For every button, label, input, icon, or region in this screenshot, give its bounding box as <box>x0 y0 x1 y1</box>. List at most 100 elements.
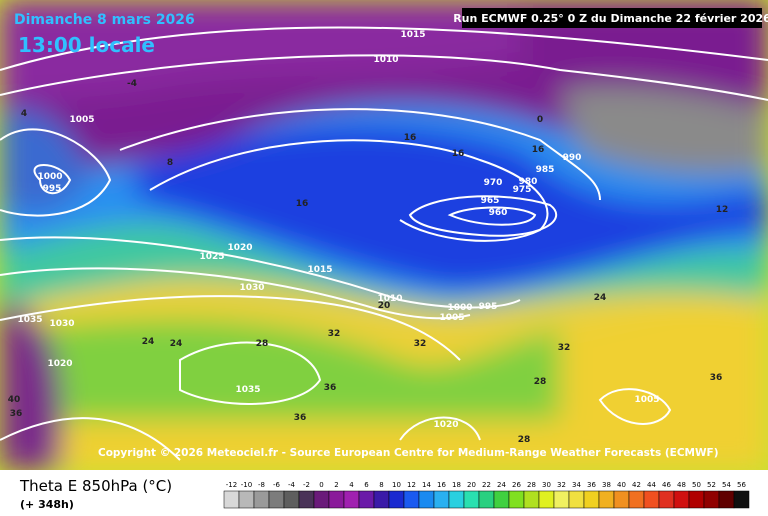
colorbar-swatch <box>253 490 270 509</box>
colorbar-swatch <box>733 490 750 509</box>
forecast-time: 13:00 locale <box>18 33 155 57</box>
colorbar-tick-label: 20 <box>467 481 476 489</box>
isobar-label: 1000 <box>37 172 62 182</box>
colorbar-swatch <box>628 490 645 509</box>
isobar-label: 980 <box>519 177 538 187</box>
colorbar-swatch <box>508 490 525 509</box>
isobar-label: 1025 <box>199 252 224 262</box>
isobar-label: 995 <box>43 184 62 194</box>
isobar-label: 1005 <box>69 115 94 125</box>
colorbar-swatch <box>598 490 615 509</box>
colorbar-tick-label: 26 <box>512 481 521 489</box>
temperature-label: 32 <box>558 343 571 353</box>
temperature-label: 32 <box>414 339 427 349</box>
lead-time: (+ 348h) <box>20 498 74 511</box>
map-background <box>0 0 768 470</box>
isobar-label: 1020 <box>47 359 72 369</box>
colorbar-tick-label: -12 <box>226 481 237 489</box>
colorbar-tick-label: 36 <box>587 481 596 489</box>
temperature-label: 4 <box>21 109 27 119</box>
isobar-label: 995 <box>479 302 498 312</box>
colorbar-swatch <box>673 490 690 509</box>
colorbar-tick-label: 2 <box>334 481 338 489</box>
colorbar-tick-label: 28 <box>527 481 536 489</box>
temperature-label: 16 <box>452 149 465 159</box>
isobar-label: 1020 <box>227 243 252 253</box>
temperature-label: 16 <box>404 133 417 143</box>
colorbar-tick-label: -2 <box>303 481 310 489</box>
colorbar-tick-label: 34 <box>572 481 581 489</box>
colorbar-tick-label: 54 <box>722 481 731 489</box>
isobar-label: 1000 <box>447 303 472 313</box>
isobar-label: 1015 <box>307 265 332 275</box>
temperature-label: 36 <box>324 383 337 393</box>
colorbar-tick-label: -8 <box>258 481 265 489</box>
colorbar-tick-label: 30 <box>542 481 551 489</box>
colorbar-tick-label: 22 <box>482 481 491 489</box>
colorbar-swatch <box>328 490 345 509</box>
colorbar-swatch <box>448 490 465 509</box>
temperature-label: 24 <box>170 339 183 349</box>
colorbar-swatch <box>373 490 390 509</box>
run-info: Run ECMWF 0.25° 0 Z du Dimanche 22 févri… <box>453 12 768 25</box>
colorbar-tick-label: 6 <box>364 481 369 489</box>
colorbar-swatch <box>283 490 300 509</box>
isobar-label: 975 <box>513 185 532 195</box>
colorbar-tick-label: 14 <box>422 481 431 489</box>
isobar-label: 1035 <box>17 315 42 325</box>
temperature-label: 24 <box>142 337 155 347</box>
colorbar-swatch <box>358 490 375 509</box>
colorbar-swatch <box>343 490 360 509</box>
colorbar-swatch <box>268 490 285 509</box>
isobar-label: 1005 <box>439 313 464 323</box>
temperature-label: 36 <box>10 409 23 419</box>
colorbar-tick-label: 52 <box>707 481 716 489</box>
isobar-label: 1010 <box>373 55 398 65</box>
colorbar-swatch <box>538 490 555 509</box>
colorbar-tick-label: 10 <box>392 481 401 489</box>
colorbar-swatch <box>568 490 585 509</box>
colorbar-swatch <box>658 490 675 509</box>
colorbar-swatch <box>493 490 510 509</box>
temperature-label: 0 <box>537 115 543 125</box>
colorbar-tick-label: 12 <box>407 481 416 489</box>
colorbar-tick-label: 16 <box>437 481 446 489</box>
colorbar-swatch <box>703 490 720 509</box>
colorbar-swatch <box>223 490 240 509</box>
colorbar-tick-label: 32 <box>557 481 566 489</box>
isobar-label: 970 <box>484 178 503 188</box>
temperature-label: 28 <box>256 339 269 349</box>
isobar-label: 1010 <box>377 294 402 304</box>
temperature-label: 36 <box>294 413 307 423</box>
isobar-label: 1035 <box>235 385 260 395</box>
colorbar-tick-label: 0 <box>319 481 323 489</box>
isobar-label: 965 <box>481 196 500 206</box>
colorbar-swatch <box>523 490 540 509</box>
temperature-label: 32 <box>328 329 341 339</box>
isobar-label: 1005 <box>634 395 659 405</box>
colorbar-tick-label: 8 <box>379 481 383 489</box>
isobar-label: 1020 <box>433 420 458 430</box>
colorbar-swatch <box>298 490 315 509</box>
isobar-label: 1030 <box>49 319 74 329</box>
colorbar-swatch <box>613 490 630 509</box>
colorbar-tick-label: 50 <box>692 481 701 489</box>
map-labels: 1015101010051000995990985980975970965960… <box>8 30 729 445</box>
isobar-label: 985 <box>536 165 555 175</box>
colorbar-tick-label: 38 <box>602 481 611 489</box>
temperature-label: 40 <box>8 395 21 405</box>
colorbar-swatch <box>388 490 405 509</box>
isobar-label: 1015 <box>400 30 425 40</box>
colorbar-swatch <box>433 490 450 509</box>
temperature-label: 8 <box>167 158 173 168</box>
colorbar-tick-label: 48 <box>677 481 686 489</box>
colorbar-swatch <box>478 490 495 509</box>
isobar-label: 960 <box>489 208 508 218</box>
colorbar-tick-label: 46 <box>662 481 671 489</box>
temperature-label: 28 <box>534 377 547 387</box>
colorbar-swatch <box>718 490 735 509</box>
colorbar-swatch <box>643 490 660 509</box>
temperature-label: 24 <box>594 293 607 303</box>
colorbar-tick-label: 24 <box>497 481 506 489</box>
